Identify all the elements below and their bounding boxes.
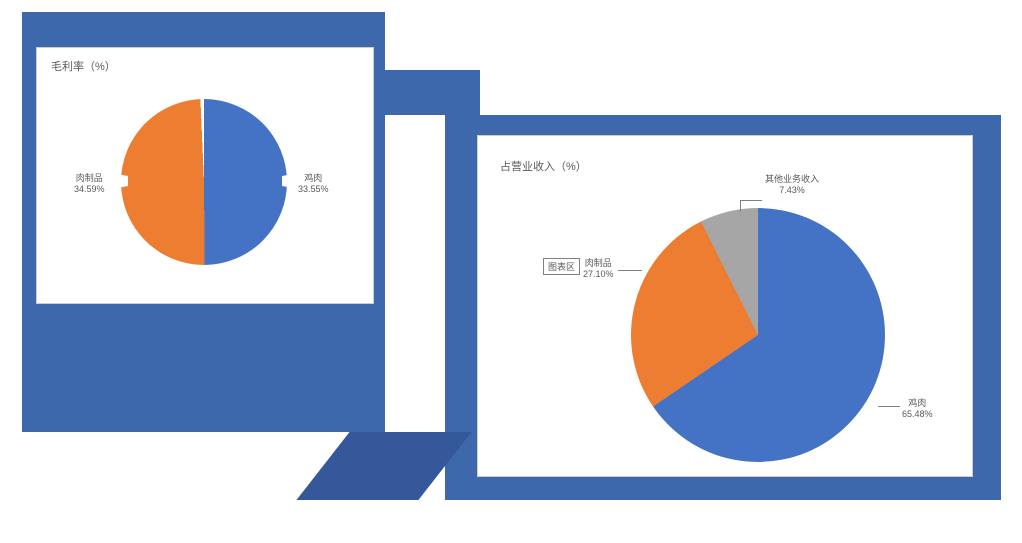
right-pie bbox=[631, 208, 885, 462]
right-callout-chicken-pct: 65.48% bbox=[902, 409, 933, 420]
right-callout-chicken: 鸡肉 65.48% bbox=[902, 398, 933, 420]
right-callout-other: 其他业务收入 7.43% bbox=[765, 174, 819, 196]
right-callout-meat-label: 肉制品 bbox=[583, 258, 614, 269]
right-callout-chicken-label: 鸡肉 bbox=[902, 398, 933, 409]
leader-meat-h bbox=[618, 270, 642, 271]
bridge-top bbox=[385, 70, 480, 115]
left-callout-meat-pct: 34.59% bbox=[74, 184, 105, 195]
right-callout-other-label: 其他业务收入 bbox=[765, 174, 819, 185]
left-callout-meat: 肉制品 34.59% bbox=[74, 173, 105, 195]
left-callout-chicken-pct: 33.55% bbox=[298, 184, 329, 195]
left-callout-meat-label: 肉制品 bbox=[74, 173, 105, 184]
leader-chicken-h bbox=[878, 406, 900, 407]
leader-other-v bbox=[740, 200, 741, 212]
left-pie bbox=[121, 99, 287, 265]
right-callout-other-pct: 7.43% bbox=[765, 185, 819, 196]
right-callout-meat-pct: 27.10% bbox=[583, 269, 614, 280]
right-callout-meat: 肉制品 27.10% bbox=[583, 258, 614, 280]
left-chart-title: 毛利率（%） bbox=[51, 58, 116, 74]
right-chart-title: 占营业收入（%） bbox=[500, 158, 587, 174]
chart-region-tag: 图表区 bbox=[543, 258, 580, 275]
left-callout-chicken: 鸡肉 33.55% bbox=[298, 173, 329, 195]
left-callout-chicken-label: 鸡肉 bbox=[298, 173, 329, 184]
leader-other-h bbox=[740, 200, 762, 201]
